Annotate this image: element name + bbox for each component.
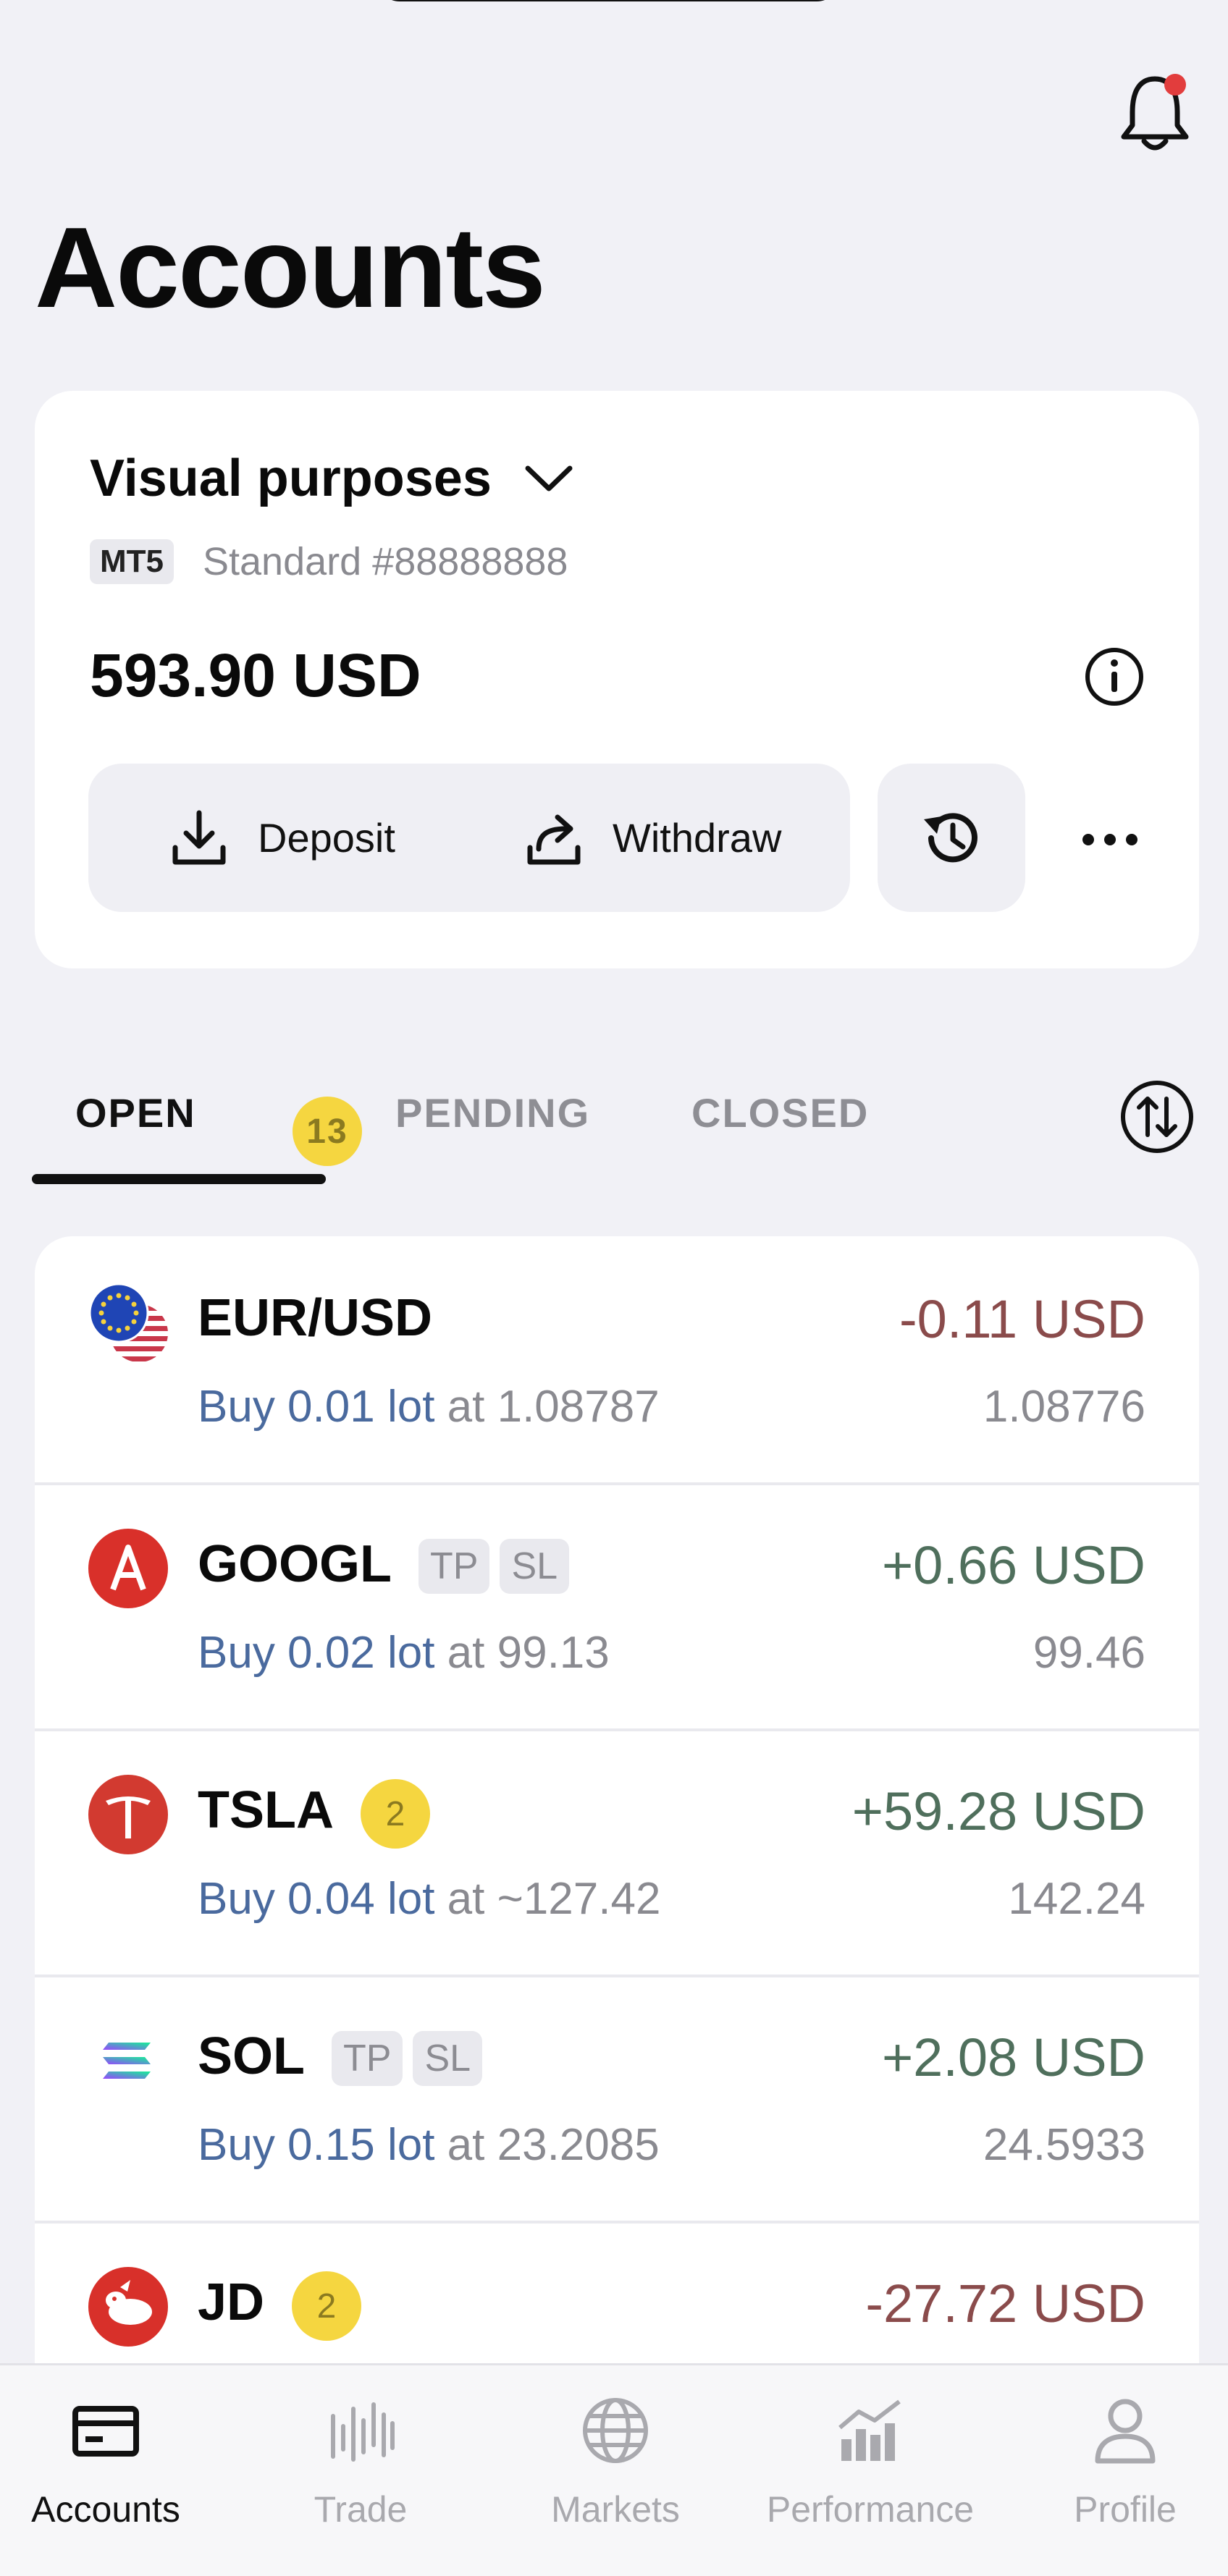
tesla-icon <box>88 1775 168 1854</box>
tab-pending[interactable]: PENDING <box>395 1090 591 1136</box>
more-button[interactable] <box>1063 811 1157 869</box>
account-meta: MT5 Standard #88888888 <box>90 539 568 584</box>
positions-tabs: OPEN 13 PENDING CLOSED <box>0 1071 1228 1187</box>
position-row-jd[interactable]: JD 2 -27.72 USD <box>35 2221 1199 2365</box>
deposit-button[interactable]: Deposit <box>168 764 395 912</box>
position-order: Buy 0.01 lot at 1.08787 <box>198 1381 660 1432</box>
order-open-price: at 1.08787 <box>447 1382 660 1432</box>
nav-label: Accounts <box>31 2489 180 2530</box>
alphabet-icon <box>88 1529 168 1608</box>
position-symbol: GOOGL <box>198 1535 392 1593</box>
chevron-down-icon <box>525 465 573 491</box>
order-tags: TP SL <box>332 2031 483 2086</box>
order-open-price: at 99.13 <box>447 1628 610 1678</box>
history-icon <box>924 812 977 862</box>
candles-icon <box>331 2402 395 2462</box>
position-pnl: -0.11 USD <box>899 1289 1145 1349</box>
order-open-price: at ~127.42 <box>447 1874 661 1924</box>
position-current-price: 142.24 <box>1008 1874 1145 1924</box>
nav-label: Markets <box>551 2489 680 2530</box>
jd-icon <box>88 2267 168 2347</box>
order-side-lot: Buy 0.04 lot <box>198 1874 435 1924</box>
page-title: Accounts <box>35 204 546 331</box>
open-positions-list: EUR/USD -0.11 USD Buy 0.01 lot at 1.0878… <box>35 1236 1199 2365</box>
order-side-lot: Buy 0.02 lot <box>198 1628 435 1678</box>
position-order: Buy 0.04 lot at ~127.42 <box>198 1873 660 1925</box>
nav-label: Trade <box>314 2489 408 2530</box>
position-pnl: +0.66 USD <box>881 1535 1145 1595</box>
platform-badge: MT5 <box>90 539 174 584</box>
take-profit-tag: TP <box>419 1539 490 1594</box>
deposit-withdraw-group: Deposit Withdraw <box>88 764 850 912</box>
position-symbol: EUR/USD <box>198 1289 433 1347</box>
withdraw-label: Withdraw <box>613 815 782 861</box>
globe-icon <box>583 2398 648 2463</box>
order-side-lot: Buy 0.15 lot <box>198 2120 435 2170</box>
nav-performance[interactable]: Performance <box>762 2365 979 2576</box>
info-icon[interactable] <box>1083 646 1145 708</box>
stop-loss-tag: SL <box>413 2031 483 2086</box>
bell-icon[interactable] <box>1115 69 1195 156</box>
take-profit-tag: TP <box>332 2031 403 2086</box>
active-tab-indicator <box>32 1174 326 1184</box>
nav-profile[interactable]: Profile <box>1017 2365 1228 2576</box>
tab-open-label: OPEN <box>75 1090 196 1136</box>
nav-label: Profile <box>1074 2489 1177 2530</box>
account-type: Standard #88888888 <box>203 540 568 583</box>
chart-icon <box>838 2399 901 2461</box>
withdraw-button[interactable]: Withdraw <box>523 764 781 912</box>
position-current-price: 99.46 <box>1033 1628 1145 1678</box>
stop-loss-tag: SL <box>500 1539 570 1594</box>
solana-icon <box>103 2043 151 2079</box>
position-current-price: 1.08776 <box>983 1382 1145 1432</box>
order-side-lot: Buy 0.01 lot <box>198 1382 435 1432</box>
eur-usd-flag-icon <box>88 1283 168 1362</box>
position-row-googl[interactable]: GOOGL TP SL +0.66 USD Buy 0.02 lot at 99… <box>35 1482 1199 1731</box>
account-balance: 593.90 USD <box>90 641 421 709</box>
nav-trade[interactable]: Trade <box>252 2365 469 2576</box>
user-icon <box>1095 2399 1156 2464</box>
history-button[interactable] <box>878 764 1025 912</box>
nav-accounts[interactable]: Accounts <box>0 2365 214 2576</box>
order-tags: TP SL <box>419 1539 570 1594</box>
sort-icon[interactable] <box>1119 1078 1195 1155</box>
notification-dot <box>1164 74 1186 96</box>
deposit-label: Deposit <box>258 815 395 861</box>
account-name: Visual purposes <box>90 449 492 507</box>
tab-open[interactable]: OPEN 13 <box>75 1089 362 1166</box>
position-order: Buy 0.02 lot at 99.13 <box>198 1627 610 1678</box>
position-row-eurusd[interactable]: EUR/USD -0.11 USD Buy 0.01 lot at 1.0878… <box>35 1236 1199 1485</box>
device-notch <box>377 0 840 1</box>
wallet-icon <box>72 2406 139 2457</box>
open-count-badge: 13 <box>293 1097 362 1166</box>
share-out-icon <box>527 814 581 864</box>
account-card: Visual purposes MT5 Standard #88888888 5… <box>35 391 1199 968</box>
tab-closed[interactable]: CLOSED <box>691 1090 870 1136</box>
position-symbol: SOL <box>198 2027 306 2085</box>
bottom-navigation: Accounts Trade Markets <box>0 2363 1228 2576</box>
download-icon <box>172 810 226 864</box>
account-selector[interactable]: Visual purposes <box>90 449 574 508</box>
position-pnl: -27.72 USD <box>865 2273 1145 2334</box>
position-symbol: JD <box>198 2273 265 2331</box>
orders-count-badge: 2 <box>292 2271 361 2341</box>
nav-markets[interactable]: Markets <box>507 2365 724 2576</box>
more-dots-icon <box>1082 834 1137 845</box>
position-pnl: +59.28 USD <box>851 1781 1145 1841</box>
position-order: Buy 0.15 lot at 23.2085 <box>198 2119 660 2171</box>
nav-label: Performance <box>766 2489 975 2530</box>
orders-count-badge: 2 <box>361 1779 430 1849</box>
position-row-sol[interactable]: SOL TP SL +2.08 USD Buy 0.15 lot at 23.2… <box>35 1975 1199 2224</box>
position-symbol: TSLA <box>198 1781 334 1839</box>
position-row-tsla[interactable]: TSLA 2 +59.28 USD Buy 0.04 lot at ~127.4… <box>35 1728 1199 1977</box>
position-pnl: +2.08 USD <box>881 2027 1145 2087</box>
order-open-price: at 23.2085 <box>447 2120 660 2170</box>
position-current-price: 24.5933 <box>983 2120 1145 2170</box>
